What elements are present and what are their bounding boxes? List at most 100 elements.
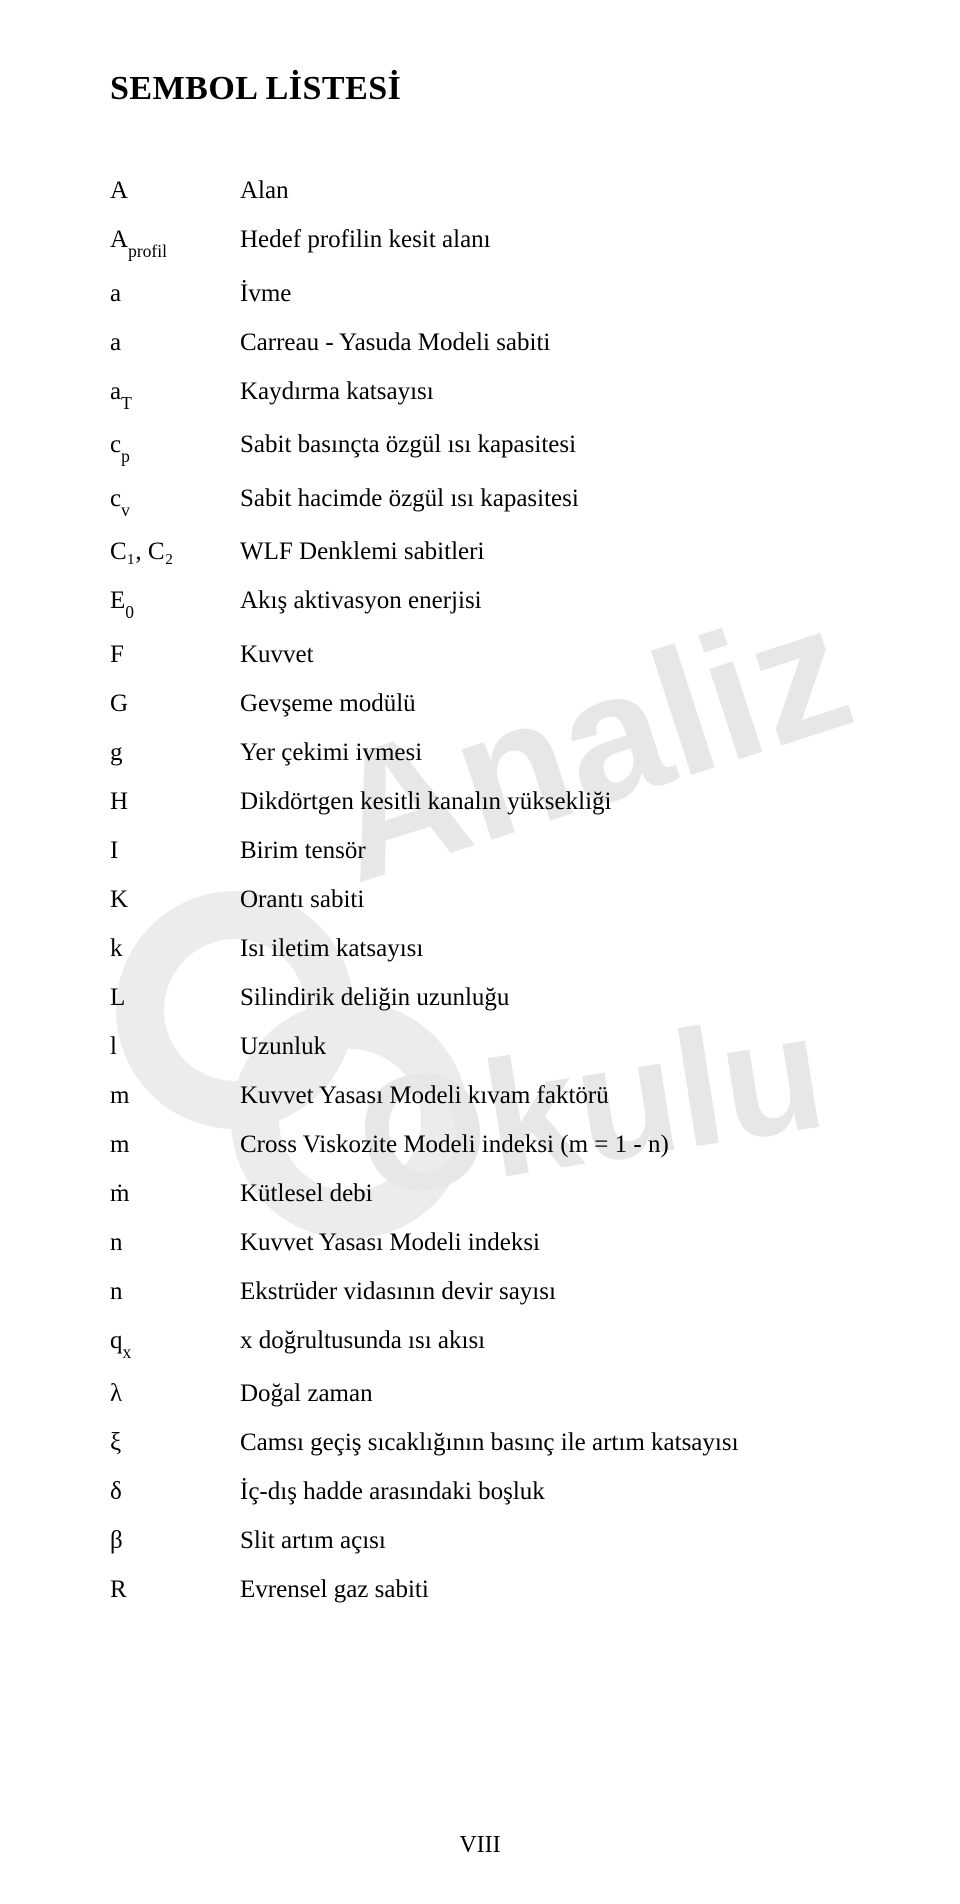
symbol-base: n [110, 1229, 123, 1256]
symbol-base: A [110, 226, 128, 253]
symbol-description: Hedef profilin kesit alanı [240, 227, 860, 252]
symbol-description: İç-dış hadde arasındaki boşluk [240, 1479, 860, 1504]
symbol-row: cpSabit basınçta özgül ısı kapasitesi [110, 432, 860, 462]
symbol-cell: L [110, 985, 240, 1010]
symbol-row: I Birim tensör [110, 838, 860, 863]
symbol-cell: qx [110, 1328, 240, 1358]
symbol-cell: ξ [110, 1430, 240, 1455]
symbol-cell: k [110, 936, 240, 961]
symbol-subscript: 0 [125, 602, 134, 622]
symbol-cell: A [110, 178, 240, 203]
symbol-base: K [110, 886, 128, 913]
symbol-cell: aT [110, 379, 240, 409]
symbol-row: AAlan [110, 178, 860, 203]
symbol-description: Cross Viskozite Modeli indeksi (m = 1 - … [240, 1132, 860, 1157]
symbol-description: Slit artım açısı [240, 1528, 860, 1553]
symbol-description: Sabit basınçta özgül ısı kapasitesi [240, 432, 860, 457]
symbol-row: nKuvvet Yasası Modeli indeksi [110, 1230, 860, 1255]
symbol-row: β Slit artım açısı [110, 1528, 860, 1553]
symbol-base: H [110, 788, 128, 815]
symbol-row: l Uzunluk [110, 1034, 860, 1059]
symbol-row: ξ Camsı geçiş sıcaklığının basınç ile art… [110, 1430, 860, 1455]
symbol-cell: m [110, 1132, 240, 1157]
symbol-description: Kuvvet [240, 642, 860, 667]
symbol-base: l [110, 1033, 117, 1060]
symbol-description: Akış aktivasyon enerjisi [240, 588, 860, 613]
symbol-cell: R [110, 1577, 240, 1602]
symbol-base: a [110, 329, 121, 356]
symbol-description: Kaydırma katsayısı [240, 379, 860, 404]
symbol-base: g [110, 739, 123, 766]
symbol-base: G [110, 690, 128, 717]
symbol-row: GGevşeme modülü [110, 691, 860, 716]
symbol-description: Isı iletim katsayısı [240, 936, 860, 961]
symbol-subscript: T [121, 393, 132, 413]
symbol-cell: H [110, 789, 240, 814]
symbol-description: Dikdörtgen kesitli kanalın yüksekliği [240, 789, 860, 814]
symbol-base: m [110, 1131, 129, 1158]
symbol-cell: ṁ [110, 1181, 240, 1206]
symbol-description: Uzunluk [240, 1034, 860, 1059]
symbol-description: Kütlesel debi [240, 1181, 860, 1206]
symbol-row: aTKaydırma katsayısı [110, 379, 860, 409]
symbol-description: Carreau - Yasuda Modeli sabiti [240, 330, 860, 355]
symbol-base: ξ [110, 1429, 121, 1456]
symbol-base: q [110, 1327, 123, 1354]
symbol-row: F Kuvvet [110, 642, 860, 667]
symbol-cell: F [110, 642, 240, 667]
symbol-base: λ [110, 1380, 122, 1407]
symbol-description: Evrensel gaz sabiti [240, 1577, 860, 1602]
symbol-row: m Cross Viskozite Modeli indeksi (m = 1 -… [110, 1132, 860, 1157]
symbol-cell: a [110, 281, 240, 306]
symbol-cell: G [110, 691, 240, 716]
symbol-description: Sabit hacimde özgül ısı kapasitesi [240, 486, 860, 511]
symbol-cell: K [110, 887, 240, 912]
symbol-cell: l [110, 1034, 240, 1059]
symbol-row: kIsı iletim katsayısı [110, 936, 860, 961]
symbol-description: Ekstrüder vidasının devir sayısı [240, 1279, 860, 1304]
symbol-description: WLF Denklemi sabitleri [240, 539, 860, 564]
symbol-row: aİvme [110, 281, 860, 306]
content: SEMBOL LİSTESİ AAlanAprofilHedef profili… [110, 70, 860, 1602]
symbol-base: C₁, C₂ [110, 538, 173, 565]
symbol-base: A [110, 177, 128, 204]
symbol-row: a Carreau - Yasuda Modeli sabiti [110, 330, 860, 355]
symbol-cell: cv [110, 486, 240, 516]
symbol-row: mKuvvet Yasası Modeli kıvam faktörü [110, 1083, 860, 1108]
symbol-cell: Aprofil [110, 227, 240, 257]
page-number: VIII [0, 1832, 960, 1859]
symbol-subscript: x [123, 1342, 132, 1362]
symbol-cell: n [110, 1279, 240, 1304]
symbol-base: ṁ [110, 1180, 129, 1207]
symbol-base: β [110, 1527, 123, 1554]
symbol-description: Silindirik deliğin uzunluğu [240, 985, 860, 1010]
symbol-cell: C₁, C₂ [110, 539, 240, 564]
symbol-description: Birim tensör [240, 838, 860, 863]
page: Analiz Okulu SEMBOL LİSTESİ AAlanAprofil… [0, 0, 960, 1899]
symbol-cell: g [110, 740, 240, 765]
symbol-row: E0Akış aktivasyon enerjisi [110, 588, 860, 618]
symbol-base: I [110, 837, 118, 864]
symbol-row: qxx doğrultusunda ısı akısı [110, 1328, 860, 1358]
symbol-base: m [110, 1082, 129, 1109]
symbol-cell: a [110, 330, 240, 355]
symbol-subscript: profil [128, 241, 167, 261]
symbol-row: ṁ Kütlesel debi [110, 1181, 860, 1206]
symbol-row: REvrensel gaz sabiti [110, 1577, 860, 1602]
symbol-row: λDoğal zaman [110, 1381, 860, 1406]
symbol-cell: λ [110, 1381, 240, 1406]
symbol-subscript: v [121, 500, 130, 520]
symbol-base: E [110, 587, 125, 614]
symbol-description: Yer çekimi ivmesi [240, 740, 860, 765]
symbol-description: Camsı geçiş sıcaklığının basınç ile artı… [240, 1430, 860, 1455]
symbol-row: KOrantı sabiti [110, 887, 860, 912]
symbol-base: F [110, 641, 124, 668]
symbol-row: AprofilHedef profilin kesit alanı [110, 227, 860, 257]
symbol-base: c [110, 485, 121, 512]
symbol-cell: E0 [110, 588, 240, 618]
symbol-row: nEkstrüder vidasının devir sayısı [110, 1279, 860, 1304]
symbol-row: cvSabit hacimde özgül ısı kapasitesi [110, 486, 860, 516]
symbol-list: AAlanAprofilHedef profilin kesit alanıaİ… [110, 178, 860, 1602]
symbol-base: c [110, 431, 121, 458]
symbol-description: x doğrultusunda ısı akısı [240, 1328, 860, 1353]
